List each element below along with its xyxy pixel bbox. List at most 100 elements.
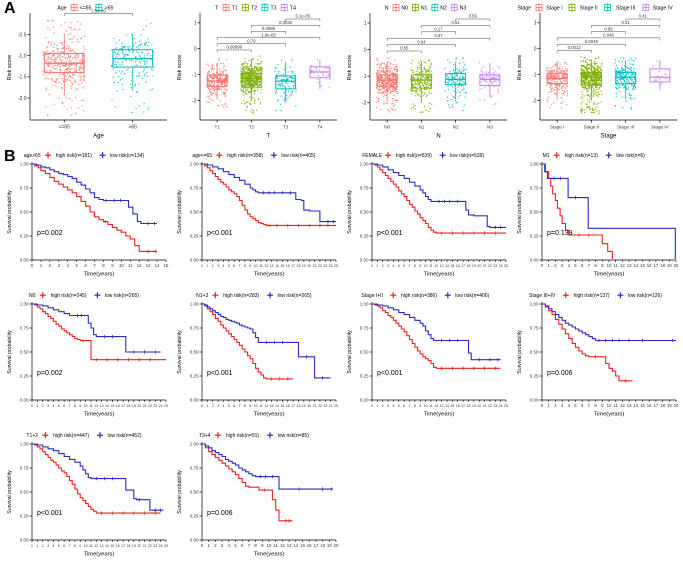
svg-text:20: 20 [674,263,679,268]
legend: Stage I+II high risk(n=386) low risk(n=406… [361,292,490,299]
svg-text:18: 18 [320,543,325,548]
km-t1-2-svg: T1+2 high risk(n=447) low risk(n=452) 1.00 0… [7,432,168,558]
svg-text:T: T [215,6,219,12]
svg-text:Stage III: Stage III [616,6,635,12]
svg-text:0: 0 [534,47,537,53]
svg-text:0.25: 0.25 [530,374,539,379]
legend: Stage III+IV high risk(n=137) low risk(n=1… [529,292,662,299]
svg-text:low risk(n=265): low risk(n=265) [277,293,311,299]
svg-text:6: 6 [403,264,405,268]
n-boxplot-svg: N N0 N1 N2 N3 1 0 -1 -2 Risk score N0 N1 N2 N3 N 0.55 0.… [347,3,507,140]
svg-text:16: 16 [286,264,290,268]
svg-text:13: 13 [627,263,632,268]
significance-bracket: 2.5e-05 [64,8,133,17]
svg-text:low risk(n=405): low risk(n=405) [281,153,315,159]
svg-text:Risk score: Risk score [347,55,353,81]
svg-text:0.00: 0.00 [360,398,369,403]
svg-text:22: 22 [318,264,322,268]
panel-b-row-3: T1+2 high risk(n=447) low risk(n=452) 1.00 0… [3,428,683,568]
boxplot-stage: Stage Stage I Stage II Stage III Stage IV 1 0 -… [513,0,683,148]
svg-text:24: 24 [329,264,333,268]
svg-text:23: 23 [493,264,497,268]
svg-text:19: 19 [327,543,332,548]
svg-text:13: 13 [100,404,104,408]
svg-text:0.75: 0.75 [20,186,29,191]
svg-text:19: 19 [472,404,476,408]
svg-text:12: 12 [264,264,268,268]
km-curve-low [542,303,676,342]
svg-text:0.50: 0.50 [530,210,539,215]
svg-text:5: 5 [574,263,577,268]
svg-text:Time(years): Time(years) [84,272,115,278]
svg-text:Stage I: Stage I [546,6,562,12]
km-female-svg: FEMALE high risk(n=539) low risk(n=539) 1.0… [347,152,508,278]
svg-text:-1.5: -1.5 [18,75,27,81]
svg-text:1.00: 1.00 [530,302,539,307]
svg-text:20: 20 [334,543,339,548]
svg-text:3: 3 [217,404,219,408]
legend: Age <=65 >65 [57,3,113,12]
svg-text:0: 0 [371,264,373,268]
significance-bracket: 0.79 [216,38,286,47]
svg-text:25: 25 [164,404,168,408]
svg-text:0.61: 0.61 [451,20,460,25]
svg-text:9: 9 [601,403,604,408]
svg-text:7: 7 [239,404,241,408]
svg-text:2.5e-05: 2.5e-05 [91,8,106,13]
svg-text:0.50: 0.50 [20,490,29,495]
svg-text:17: 17 [121,544,125,548]
svg-text:18: 18 [660,403,665,408]
svg-text:21: 21 [143,544,147,548]
svg-text:7: 7 [409,264,411,268]
svg-text:2: 2 [214,543,217,548]
km-female: FEMALE high risk(n=539) low risk(n=539) 1.0… [343,148,513,288]
svg-text:21: 21 [483,404,487,408]
svg-text:low risk(n=406): low risk(n=406) [455,293,489,299]
km-curve-low [202,303,331,379]
svg-text:-1: -1 [192,72,197,78]
legend: age>65 high risk(n=181) low risk(n=134) [24,152,144,159]
svg-text:1: 1 [208,543,211,548]
km-curve-low [542,163,676,259]
svg-text:>65: >65 [129,125,138,131]
svg-text:T1: T1 [232,6,238,12]
pvalue-label: p=0.002 [37,370,63,377]
svg-text:0.50: 0.50 [20,350,29,355]
svg-text:T3: T3 [283,125,289,130]
svg-text:0.41: 0.41 [621,20,630,25]
svg-text:0.0089: 0.0089 [262,26,276,31]
svg-text:6.1e-05: 6.1e-05 [295,14,310,19]
svg-text:Survival probability: Survival probability [177,190,183,234]
svg-text:-0.5: -0.5 [18,32,27,38]
svg-text:0.00: 0.00 [530,398,539,403]
km-t1-2: T1+2 high risk(n=447) low risk(n=452) 1.00 0… [3,428,173,568]
svg-text:1.9e-05: 1.9e-05 [261,32,276,37]
km-curve-low [32,443,164,511]
svg-text:4: 4 [228,543,231,548]
svg-text:2: 2 [49,263,52,268]
svg-text:0.50: 0.50 [530,350,539,355]
svg-text:high risk(n=358): high risk(n=358) [227,153,263,159]
svg-text:0.00: 0.00 [20,258,29,263]
svg-text:1.00: 1.00 [360,302,369,307]
svg-text:9: 9 [419,264,421,268]
svg-text:12: 12 [94,544,98,548]
svg-text:Stage II: Stage II [580,6,598,12]
km-m1: M1 high risk(n=13) low risk(n=6) 1.00 0.75 0.… [513,148,683,288]
svg-text:20: 20 [477,404,481,408]
svg-text:N0: N0 [29,293,36,299]
svg-text:N: N [436,134,440,140]
svg-text:Risk score: Risk score [7,55,13,81]
svg-text:14: 14 [105,404,109,408]
svg-text:0.79: 0.79 [247,38,256,43]
svg-text:18: 18 [297,264,301,268]
svg-text:0.50: 0.50 [360,210,369,215]
svg-text:15: 15 [280,264,284,268]
svg-text:16: 16 [647,403,652,408]
svg-text:18: 18 [127,404,131,408]
significance-bracket: 0.41 [625,14,661,22]
km-n0: N0 high risk(n=245) low risk(n=265) 1.00 0.7… [3,288,173,428]
km-curve-high [32,303,166,361]
svg-text:T3: T3 [271,6,277,12]
svg-text:N: N [385,6,389,12]
